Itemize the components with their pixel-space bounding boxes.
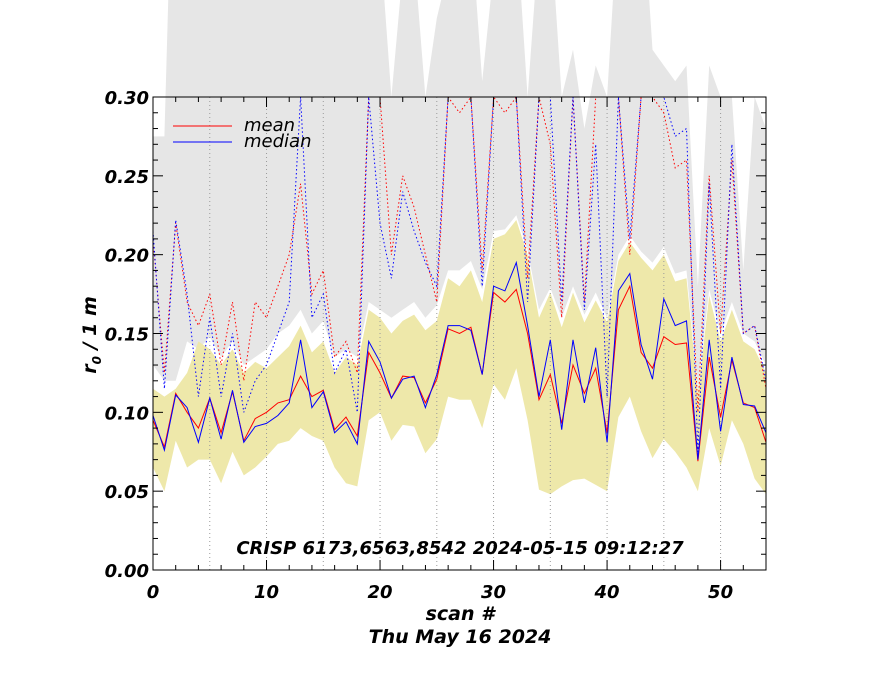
x-tick-label: 0 <box>147 582 160 603</box>
legend-median-label: median <box>244 131 311 152</box>
x-tick-label: 20 <box>368 582 393 603</box>
y-tick-label: 0.20 <box>105 246 149 267</box>
y-axis-label-main: r <box>79 363 101 374</box>
y-tick-label: 0.25 <box>105 167 149 188</box>
y-axis-label-rest: / 1 m <box>79 296 101 356</box>
y-tick-label: 0.15 <box>105 325 149 346</box>
band-yellow <box>153 220 766 495</box>
y-tick-label: 0.30 <box>105 88 149 109</box>
y-axis-label-sub: 0 <box>90 356 104 364</box>
legend-mean-label: mean <box>244 115 295 136</box>
series-mean-dotted <box>153 97 766 413</box>
y-tick-label: 0.05 <box>105 482 149 503</box>
x-tick-label: 40 <box>594 582 620 603</box>
x-axis-label: scan # <box>426 603 497 625</box>
date-label: Thu May 16 2024 <box>369 626 552 648</box>
series-median <box>153 260 766 460</box>
x-tick-label: 30 <box>481 582 506 603</box>
axis-ticks <box>152 96 767 571</box>
x-tick-label: 10 <box>254 582 279 603</box>
chart-annotation: CRISP 6173,6563,8542 2024-05-15 09:12:27 <box>236 538 684 559</box>
y-tick-label: 0.00 <box>105 561 149 582</box>
series-mean <box>153 284 766 462</box>
x-tick-label: 50 <box>708 582 733 603</box>
y-tick-label: 0.10 <box>105 403 149 424</box>
y-axis-label: r0 / 1 m <box>79 296 104 374</box>
legend: mean median <box>173 115 311 152</box>
series-lines <box>153 97 766 462</box>
tick-labels: 0.00 0.05 0.10 0.15 0.20 0.25 0.30 0 10 20 30 40 50 <box>105 88 734 603</box>
bands <box>153 0 766 495</box>
